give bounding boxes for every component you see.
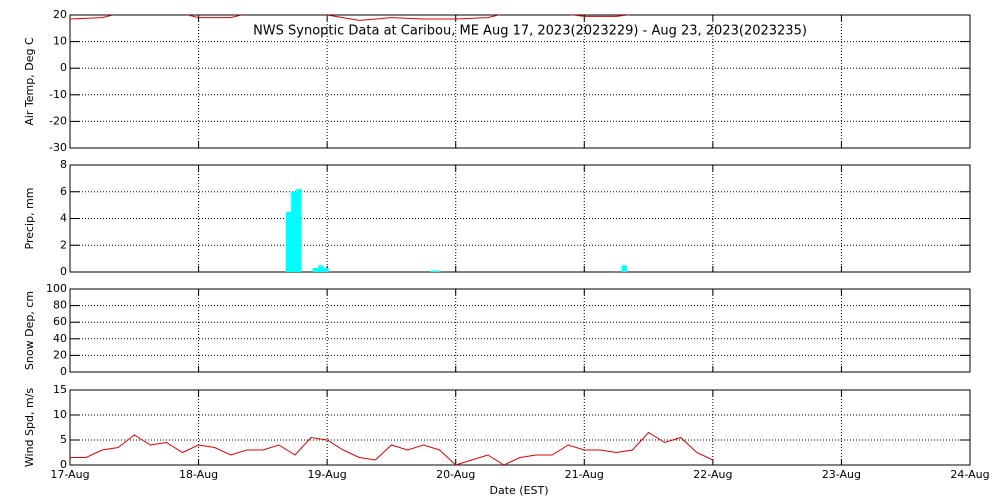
data-line: [70, 431, 714, 465]
y-tick-label: 20: [53, 348, 67, 361]
data-line: [70, 15, 632, 21]
bar: [323, 267, 329, 272]
y-tick-label: 15: [53, 383, 67, 396]
bar: [621, 265, 627, 272]
plot-frame: [69, 14, 971, 149]
y-tick-label: 6: [60, 185, 67, 198]
y-tick-label: 8: [60, 158, 67, 171]
x-tick-label: 17-Aug: [50, 468, 89, 481]
x-tick-label: 24-Aug: [950, 468, 989, 481]
bar: [291, 191, 297, 272]
x-tick-label: 18-Aug: [179, 468, 218, 481]
y-tick-label: 0: [60, 365, 67, 378]
y-axis-label: Wind Spd, m/s: [23, 388, 36, 468]
y-tick-label: 40: [53, 332, 67, 345]
y-tick-label: 4: [60, 212, 67, 225]
plot-frame: [69, 288, 971, 373]
x-tick-label: 22-Aug: [693, 468, 732, 481]
bar: [313, 267, 319, 272]
y-tick-label: 0: [60, 265, 67, 278]
y-tick-label: 60: [53, 315, 67, 328]
x-axis-label: Date (EST): [489, 484, 548, 497]
y-axis-label: Precip, mm: [23, 188, 36, 250]
y-axis-label: Air Temp, Deg C: [23, 37, 36, 126]
plot-marks: [70, 15, 632, 21]
y-tick-label: -20: [49, 114, 67, 127]
bar: [435, 270, 441, 272]
plot-frame: [69, 389, 971, 466]
bar: [286, 211, 292, 272]
plot-frame: [69, 164, 971, 273]
y-tick-label: -30: [49, 141, 67, 154]
plot-marks: [70, 431, 714, 465]
y-tick-label: 20: [53, 8, 67, 21]
y-tick-label: -10: [49, 88, 67, 101]
x-tick-label: 20-Aug: [436, 468, 475, 481]
x-tick-label: 21-Aug: [565, 468, 604, 481]
y-axis-label: Snow Dep, cm: [23, 291, 36, 370]
bar: [318, 265, 324, 272]
y-tick-label: 5: [60, 433, 67, 446]
y-tick-label: 0: [60, 61, 67, 74]
bar: [296, 189, 302, 272]
x-tick-label: 19-Aug: [308, 468, 347, 481]
chart-title: NWS Synoptic Data at Caribou, ME Aug 17,…: [253, 24, 807, 39]
y-tick-label: 2: [60, 238, 67, 251]
y-tick-label: 10: [53, 408, 67, 421]
bar: [430, 270, 436, 272]
y-tick-label: 0: [60, 458, 67, 471]
x-tick-label: 23-Aug: [822, 468, 861, 481]
plot-marks: [286, 189, 627, 272]
y-tick-label: 10: [53, 35, 67, 48]
y-tick-label: 100: [46, 282, 67, 295]
y-tick-label: 80: [53, 299, 67, 312]
